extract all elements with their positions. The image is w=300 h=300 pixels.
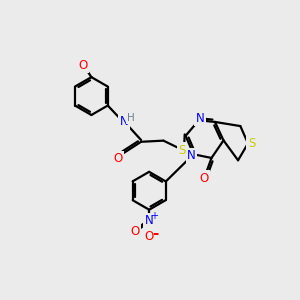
Text: N: N	[145, 214, 154, 227]
Text: N: N	[187, 149, 196, 162]
Text: S: S	[178, 144, 186, 157]
Text: O: O	[130, 225, 140, 238]
Text: S: S	[248, 137, 255, 150]
Text: O: O	[200, 172, 209, 185]
Text: N: N	[196, 112, 205, 125]
Text: O: O	[145, 230, 154, 242]
Text: -: -	[152, 226, 159, 241]
Text: H: H	[127, 113, 135, 123]
Text: N: N	[120, 116, 129, 128]
Text: +: +	[150, 211, 158, 221]
Text: O: O	[79, 58, 88, 72]
Text: O: O	[113, 152, 123, 165]
